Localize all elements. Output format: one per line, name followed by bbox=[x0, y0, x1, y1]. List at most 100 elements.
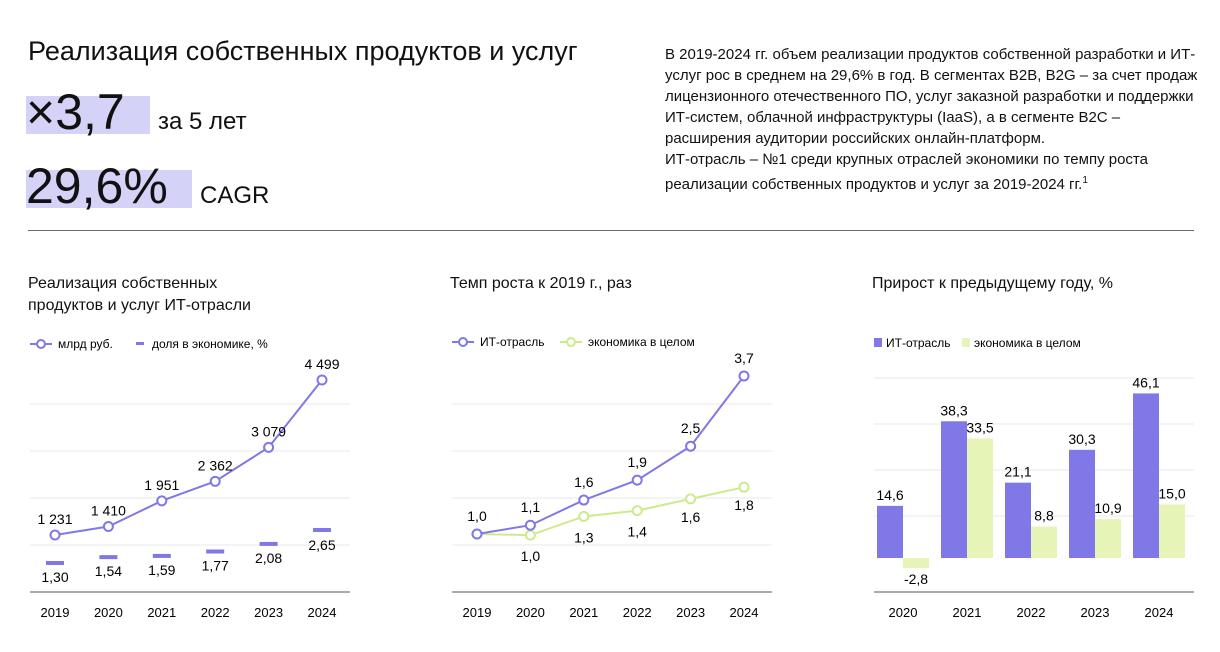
summary-paragraph-1: В 2019-2024 гг. объем реализации продукт… bbox=[665, 46, 1198, 147]
revenue-point bbox=[263, 441, 275, 453]
x-tick-label: 2021 bbox=[953, 605, 982, 620]
share-label: 1,59 bbox=[148, 562, 175, 578]
share-dash bbox=[99, 555, 118, 560]
it-label: 1,6 bbox=[574, 474, 594, 490]
revenue-label: 1 410 bbox=[91, 503, 126, 519]
x-tick-label: 2022 bbox=[201, 605, 230, 620]
economy-line bbox=[476, 486, 745, 537]
x-tick-label: 2024 bbox=[730, 605, 759, 620]
chart1-title: Реализация собственных продуктов и услуг… bbox=[28, 275, 251, 314]
legend-line-marker-dot bbox=[36, 339, 46, 349]
legend-label-it: ИТ-отрасль bbox=[480, 335, 544, 349]
x-tick-label: 2023 bbox=[676, 605, 705, 620]
revenue-line bbox=[54, 379, 323, 536]
it-label: 14,6 bbox=[876, 487, 903, 503]
cagr-suffix: CAGR bbox=[200, 182, 270, 209]
x-tick-label: 2024 bbox=[308, 605, 337, 620]
it-bar bbox=[1133, 393, 1159, 558]
x-tick-label: 2024 bbox=[1145, 605, 1174, 620]
economy-point bbox=[738, 481, 750, 493]
it-label: 1,1 bbox=[521, 499, 541, 515]
chart3-title: Прирост к предыдущему году, % bbox=[872, 275, 1114, 292]
it-point bbox=[524, 519, 536, 531]
legend-it-swatch bbox=[874, 338, 882, 347]
revenue-label: 1 231 bbox=[37, 511, 72, 527]
economy-label: 10,9 bbox=[1094, 500, 1121, 516]
legend-label-economy: экономика в целом bbox=[974, 336, 1081, 350]
it-point bbox=[471, 528, 483, 540]
legend-economy-swatch bbox=[962, 338, 970, 347]
growth-multiplier: ×3,7 bbox=[26, 84, 125, 140]
legend-label-revenue: млрд руб. bbox=[58, 337, 113, 351]
summary-text: В 2019-2024 гг. объем реализации продукт… bbox=[665, 44, 1205, 195]
economy-label: 15,0 bbox=[1158, 485, 1185, 501]
revenue-point bbox=[102, 521, 114, 533]
share-label: 2,65 bbox=[308, 537, 335, 553]
growth-multiplier-suffix: за 5 лет bbox=[158, 108, 247, 135]
x-tick-label: 2023 bbox=[1081, 605, 1110, 620]
economy-bar bbox=[1159, 504, 1185, 558]
it-label: 30,3 bbox=[1068, 431, 1095, 447]
it-point bbox=[685, 440, 697, 452]
share-dash bbox=[46, 561, 64, 565]
x-tick-label: 2022 bbox=[623, 605, 652, 620]
share-dash bbox=[152, 553, 171, 558]
section-divider bbox=[28, 230, 1194, 231]
legend-economy-marker-dot bbox=[566, 337, 576, 347]
economy-label: 1,8 bbox=[734, 497, 754, 513]
economy-label: 8,8 bbox=[1034, 508, 1054, 524]
x-tick-label: 2021 bbox=[569, 605, 598, 620]
economy-label: 1,4 bbox=[627, 524, 647, 540]
economy-label: 33,5 bbox=[966, 419, 993, 435]
economy-bar bbox=[1095, 519, 1121, 558]
economy-bar bbox=[903, 558, 929, 568]
legend-label-it: ИТ-отрасль bbox=[886, 336, 950, 350]
it-bar bbox=[941, 421, 967, 558]
economy-label: -2,8 bbox=[904, 571, 928, 587]
page-title: Реализация собственных продуктов и услуг bbox=[28, 36, 578, 66]
it-label: 46,1 bbox=[1132, 374, 1159, 390]
x-tick-label: 2022 bbox=[1017, 605, 1046, 620]
share-label: 1,30 bbox=[41, 569, 68, 585]
revenue-label: 3 079 bbox=[251, 423, 286, 439]
share-dash bbox=[259, 541, 278, 546]
it-point bbox=[578, 494, 590, 506]
legend-dash-marker bbox=[136, 342, 144, 345]
summary-paragraph-2-text: ИТ-отрасль – №1 среди крупных отраслей э… bbox=[665, 151, 1148, 193]
cagr-value: 29,6% bbox=[26, 158, 168, 214]
chart-yoy-growth: ИТ-отрасль экономика в целом 14,6 -2,8 2020 3… bbox=[874, 336, 1194, 620]
economy-label: 1,6 bbox=[681, 509, 701, 525]
it-bar bbox=[877, 505, 903, 558]
economy-bar bbox=[1031, 526, 1057, 558]
economy-point bbox=[685, 493, 697, 505]
revenue-point bbox=[156, 495, 168, 507]
it-label: 3,7 bbox=[734, 350, 754, 366]
x-tick-label: 2019 bbox=[41, 605, 70, 620]
economy-bar bbox=[967, 438, 993, 558]
summary-paragraph-2: ИТ-отрасль – №1 среди крупных отраслей э… bbox=[665, 149, 1205, 195]
chart-growth-index: ИТ-отрасль экономика в целом 1,0 1,3 1,4 1,6 1… bbox=[452, 335, 772, 620]
economy-point bbox=[631, 505, 643, 517]
revenue-label: 1 951 bbox=[144, 477, 179, 493]
revenue-label: 4 499 bbox=[304, 356, 339, 372]
x-tick-label: 2023 bbox=[254, 605, 283, 620]
it-label: 38,3 bbox=[940, 402, 967, 418]
economy-point bbox=[524, 529, 536, 541]
it-line bbox=[476, 375, 745, 535]
x-tick-label: 2020 bbox=[94, 605, 123, 620]
legend-label-economy: экономика в целом bbox=[588, 335, 695, 349]
it-point bbox=[631, 474, 643, 486]
it-label: 1,9 bbox=[627, 454, 647, 470]
chart2-title: Темп роста к 2019 г., раз bbox=[450, 275, 632, 292]
it-bar bbox=[1069, 449, 1095, 558]
share-label: 1,77 bbox=[202, 558, 229, 574]
economy-label: 1,0 bbox=[521, 548, 541, 564]
it-label: 21,1 bbox=[1004, 464, 1031, 480]
revenue-point bbox=[316, 374, 328, 386]
it-label: 1,0 bbox=[467, 508, 487, 524]
x-tick-label: 2020 bbox=[516, 605, 545, 620]
footnote-marker: 1 bbox=[1082, 175, 1088, 186]
revenue-point bbox=[49, 529, 61, 541]
revenue-label: 2 362 bbox=[198, 457, 233, 473]
it-point bbox=[738, 370, 750, 382]
